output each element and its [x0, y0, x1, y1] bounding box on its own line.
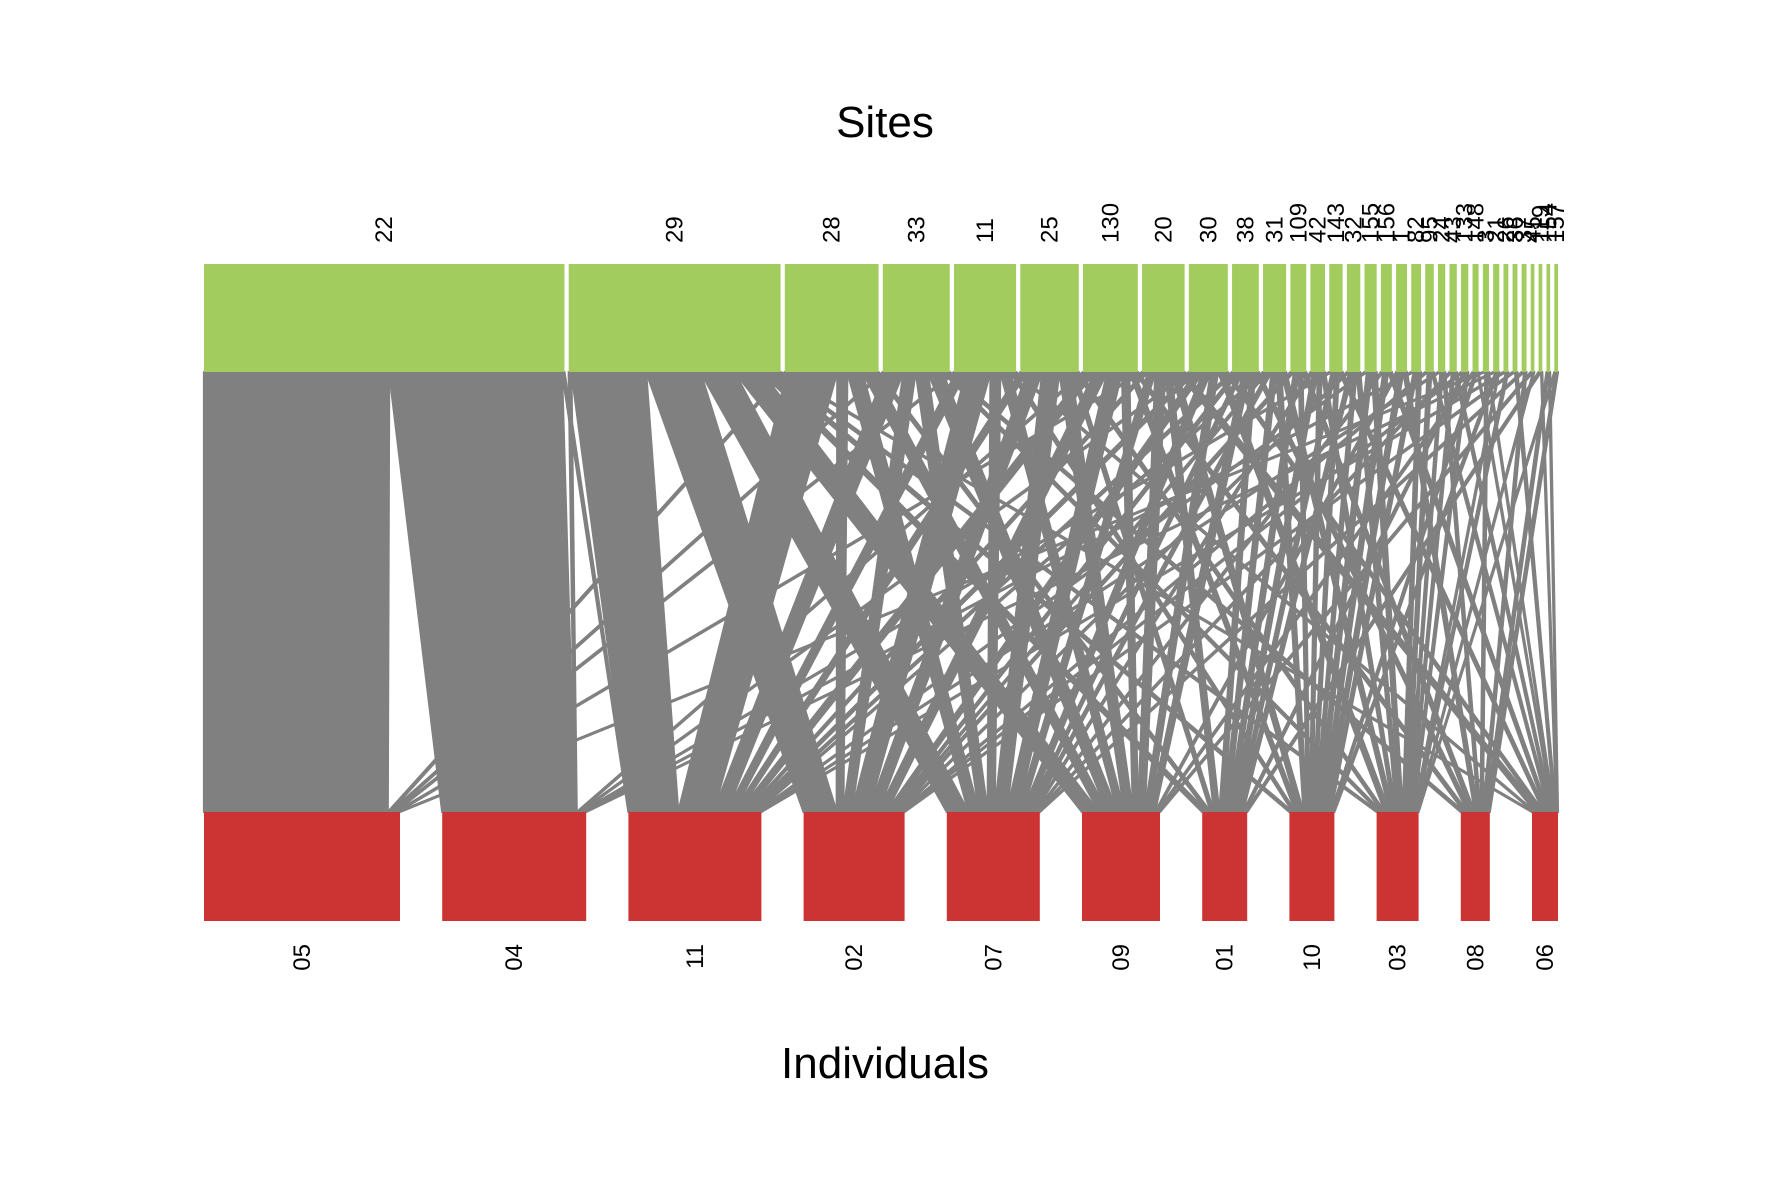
site-bar — [1461, 264, 1469, 372]
site-bar — [953, 264, 1017, 372]
site-bar — [1188, 264, 1228, 372]
site-tick-label: 43 — [1440, 216, 1467, 243]
site-bar — [1493, 264, 1500, 372]
site-tick-label: 154 — [1535, 203, 1562, 243]
individual-tick-label: 02 — [841, 944, 868, 971]
bottom-level-title: Individuals — [781, 1039, 989, 1088]
site-tick-label: 109 — [1285, 203, 1312, 243]
site-bar — [1425, 264, 1434, 372]
site-tick-label: 33 — [903, 216, 930, 243]
site-bar — [1310, 264, 1326, 372]
site-tick-label: 157 — [1543, 203, 1570, 243]
site-tick-label: 32 — [1341, 216, 1368, 243]
site-bar — [1396, 264, 1408, 372]
site-bar — [1437, 264, 1446, 372]
site-tick-label: 1 — [1389, 230, 1416, 243]
site-tick-label: 28 — [819, 216, 846, 243]
site-bar — [1503, 264, 1509, 372]
site-tick-label: 11 — [972, 218, 999, 243]
site-bar — [1380, 264, 1392, 372]
site-bar — [1141, 264, 1185, 372]
site-bar — [1329, 264, 1343, 372]
individual-bar — [1460, 812, 1490, 921]
site-tick-label: 130 — [1097, 203, 1124, 243]
site-tick-label: 25 — [1037, 216, 1064, 243]
site-bar — [1521, 264, 1527, 372]
individual-tick-label: 04 — [501, 944, 528, 971]
site-tick-label: 82 — [1403, 216, 1430, 243]
site-bar — [1020, 264, 1079, 372]
individual-tick-label: 11 — [682, 944, 709, 969]
site-tick-label: 42 — [1305, 216, 1332, 243]
site-tick-label: 143 — [1323, 203, 1350, 243]
individual-bar — [1202, 812, 1248, 921]
individual-bar — [442, 812, 587, 921]
site-tick-label: 156 — [1373, 203, 1400, 243]
site-bar — [1538, 264, 1543, 372]
individual-bar — [946, 812, 1040, 921]
site-bar — [1472, 264, 1479, 372]
individual-tick-label: 01 — [1212, 944, 1239, 971]
site-tick-label: 29 — [662, 216, 689, 243]
site-tick-label: 148 — [1463, 203, 1490, 243]
site-tick-label: 3 — [1473, 230, 1500, 243]
site-bars — [204, 264, 1558, 372]
site-tick-label: 20 — [1150, 216, 1177, 243]
site-tick-label: 95 — [1416, 216, 1443, 243]
site-bar — [1263, 264, 1287, 372]
site-bar — [1546, 264, 1551, 372]
site-bar — [1449, 264, 1457, 372]
site-tick-labels: 22 29 28 33 11 25 130 20 30 38 3110942143321551561… — [371, 203, 1570, 243]
individual-bar — [1289, 812, 1335, 921]
site-tick-label: 36 — [1502, 216, 1529, 243]
site-tick-label: 38 — [1232, 216, 1259, 243]
site-tick-label: 21 — [1483, 216, 1510, 243]
individual-bars — [204, 812, 1558, 921]
site-bar — [1482, 264, 1489, 372]
individual-bar — [628, 812, 762, 921]
site-tick-label: 45 — [1520, 216, 1547, 243]
site-tick-label: 26 — [1493, 216, 1520, 243]
site-bar — [1554, 264, 1558, 372]
site-bar — [204, 264, 565, 372]
individual-tick-label: 05 — [289, 944, 316, 971]
site-bar — [1290, 264, 1307, 372]
site-tick-label: 22 — [371, 216, 398, 243]
site-tick-label: 37 — [1511, 216, 1538, 243]
individual-tick-label: 08 — [1462, 944, 1489, 971]
site-tick-label: 119 — [1527, 205, 1554, 243]
site-tick-label: 24 — [1429, 216, 1456, 243]
site-bar — [784, 264, 879, 372]
site-tick-label: 155 — [1358, 203, 1385, 243]
site-tick-label: 31 — [1262, 216, 1289, 243]
site-bar — [1346, 264, 1361, 372]
site-tick-label: 30 — [1195, 216, 1222, 243]
individual-bar — [803, 812, 905, 921]
individual-tick-label: 03 — [1385, 944, 1412, 971]
interaction-links — [202, 370, 1560, 814]
individual-bar — [1082, 812, 1160, 921]
site-bar — [1530, 264, 1535, 372]
individual-tick-label: 10 — [1299, 944, 1326, 971]
individual-bar — [1532, 812, 1558, 921]
site-bar — [1364, 264, 1377, 372]
individual-tick-labels: 05 04 11 02 07 09 01 10 03 08 06 — [289, 944, 1559, 971]
site-tick-label: 133 — [1452, 203, 1479, 243]
site-bar — [882, 264, 950, 372]
site-bar — [568, 264, 781, 372]
individual-tick-label: 07 — [980, 944, 1007, 971]
interaction-link — [202, 370, 391, 814]
individual-tick-label: 09 — [1108, 944, 1135, 971]
individual-bar — [1376, 812, 1419, 921]
site-bar — [1512, 264, 1518, 372]
site-bar — [1411, 264, 1421, 372]
site-bar — [1232, 264, 1259, 372]
individual-tick-label: 06 — [1532, 944, 1559, 971]
top-level-title: Sites — [836, 98, 934, 147]
site-bar — [1082, 264, 1138, 372]
individual-bar — [204, 812, 400, 921]
